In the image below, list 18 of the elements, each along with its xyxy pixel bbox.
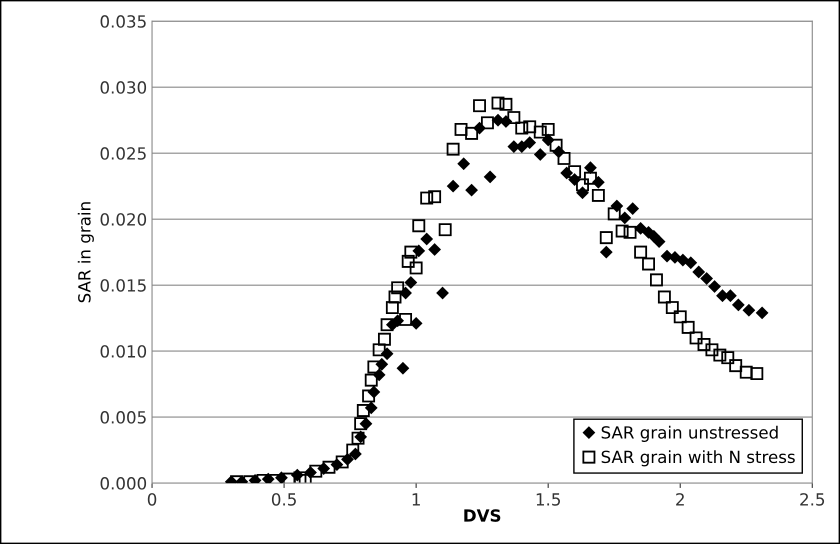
legend-label: SAR grain unstressed <box>602 426 778 442</box>
y-tick-label: 0.015 <box>100 279 146 292</box>
legend-label: SAR grain with N stress <box>602 450 795 466</box>
y-tick-label: 0.025 <box>100 147 146 160</box>
y-axis-title: SAR in grain <box>78 202 94 302</box>
x-axis-title: DVS <box>464 509 500 522</box>
y-tick-label: 0.020 <box>100 213 146 226</box>
x-tick-label: 2.5 <box>800 493 824 506</box>
y-tick-label: 0.000 <box>100 477 146 490</box>
x-tick-label: 1 <box>412 493 420 506</box>
x-tick-label: 1.5 <box>536 493 560 506</box>
x-tick-label: 0.5 <box>272 493 296 506</box>
x-tick-label: 2 <box>676 493 684 506</box>
y-tick-label: 0.010 <box>100 345 146 358</box>
y-tick-label: 0.005 <box>100 411 146 424</box>
y-tick-label: 0.035 <box>100 15 146 28</box>
y-tick-label: 0.030 <box>100 81 146 94</box>
x-tick-label: 0 <box>148 493 156 506</box>
